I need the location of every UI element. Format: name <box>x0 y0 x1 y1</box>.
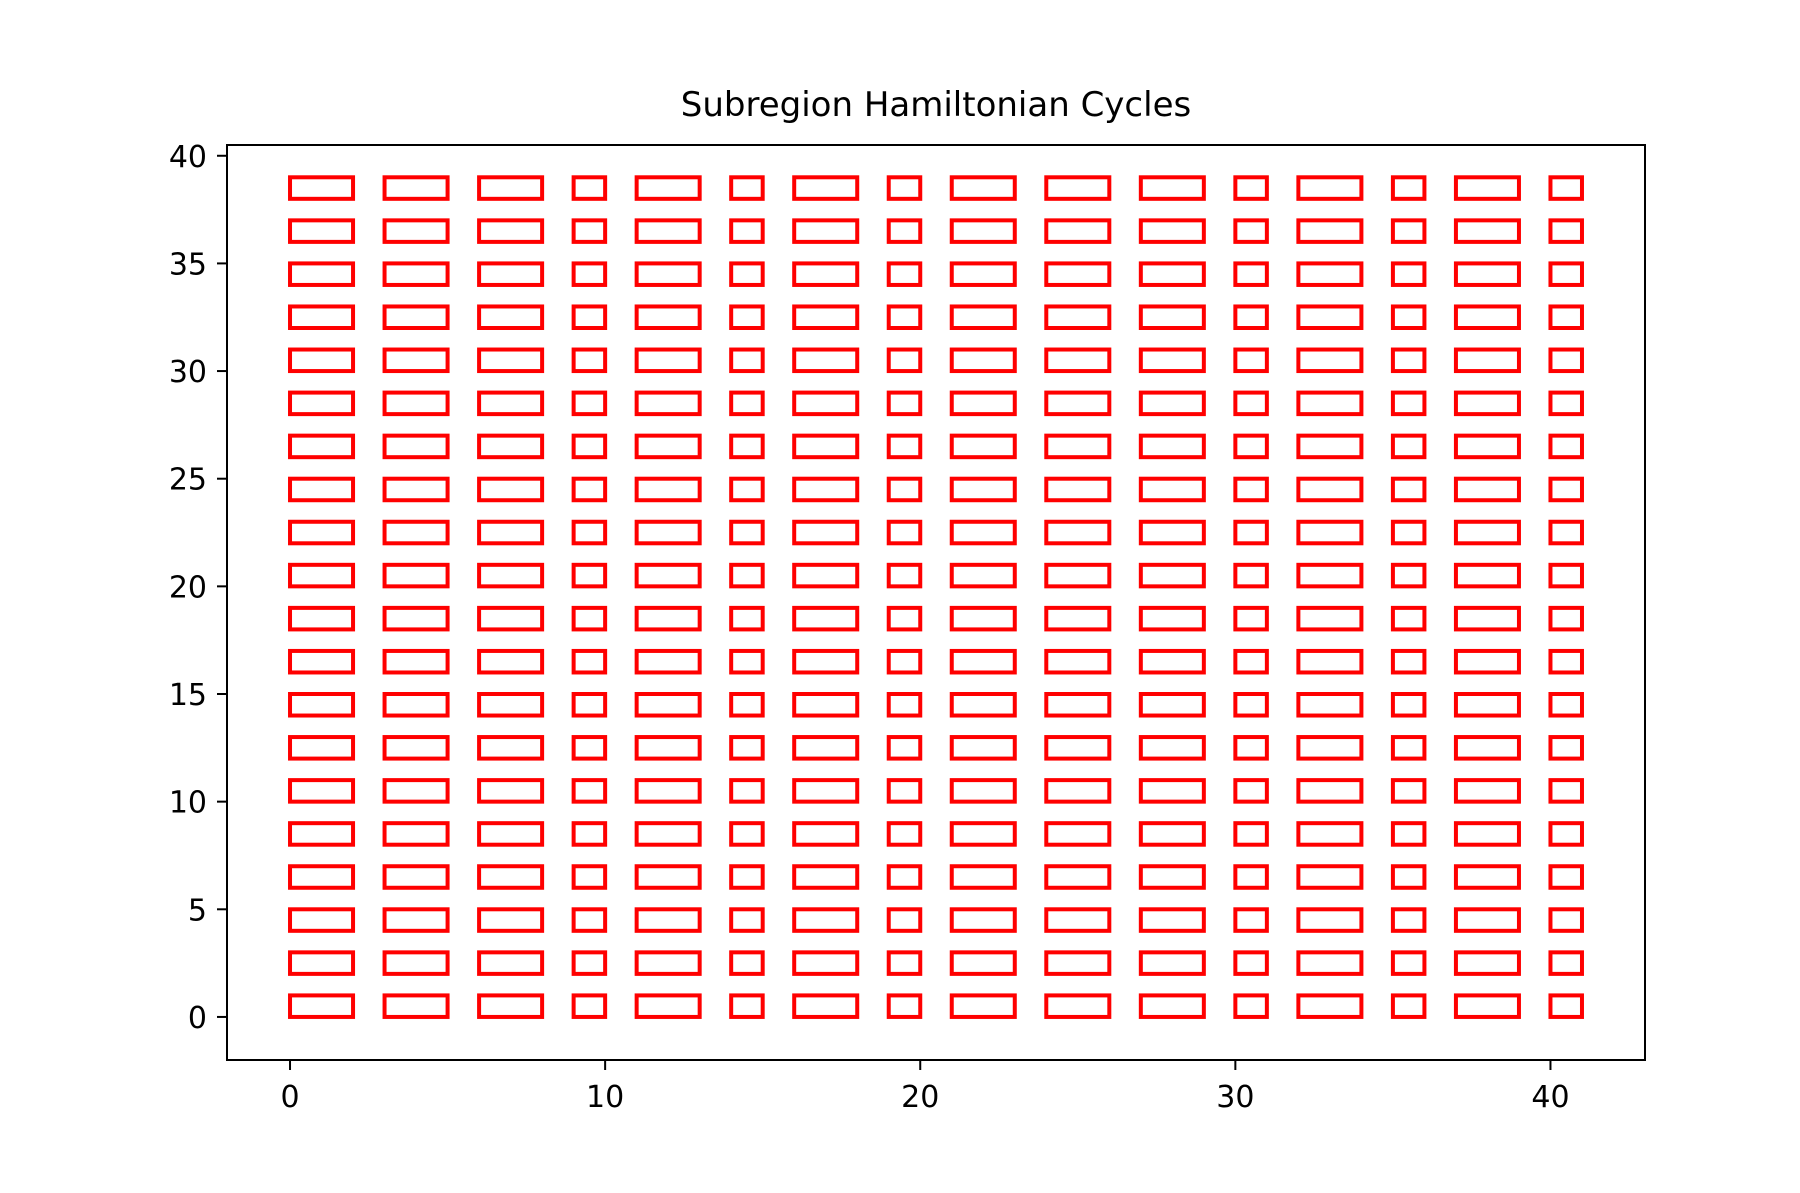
y-tick-label-8: 40 <box>169 140 207 175</box>
y-tick-label-0: 0 <box>188 1001 207 1036</box>
y-tick-label-7: 35 <box>169 247 207 282</box>
y-tick-label-2: 10 <box>169 786 207 821</box>
y-tick-label-5: 25 <box>169 463 207 498</box>
x-tick-label-0: 0 <box>280 1080 299 1115</box>
x-tick-label-3: 30 <box>1216 1080 1254 1115</box>
y-tick-label-6: 30 <box>169 355 207 390</box>
x-tick-label-2: 20 <box>901 1080 939 1115</box>
chart-title: Subregion Hamiltonian Cycles <box>681 85 1191 125</box>
y-tick-label-4: 20 <box>169 570 207 605</box>
y-tick-label-1: 5 <box>188 893 207 928</box>
y-tick-label-3: 15 <box>169 678 207 713</box>
x-tick-label-1: 10 <box>586 1080 624 1115</box>
x-tick-label-4: 40 <box>1531 1080 1569 1115</box>
